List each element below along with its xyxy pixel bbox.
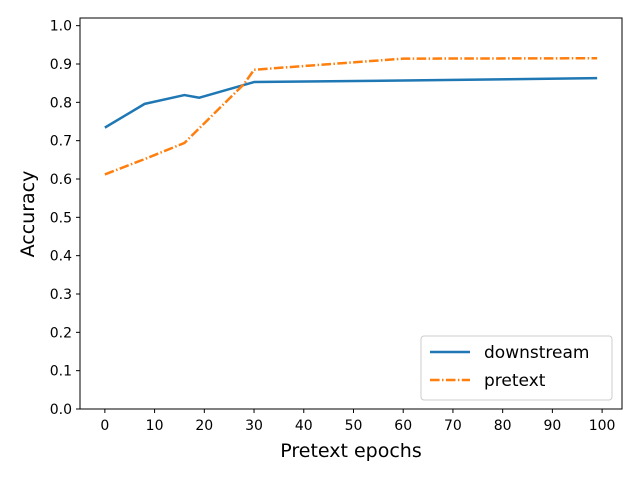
y-tick-label: 0.6 bbox=[50, 172, 72, 188]
legend-label-pretext: pretext bbox=[484, 371, 546, 391]
y-tick-label: 0.1 bbox=[50, 364, 72, 380]
legend-label-downstream: downstream bbox=[484, 343, 589, 363]
x-tick-label: 20 bbox=[195, 418, 213, 434]
x-tick-label: 50 bbox=[345, 418, 363, 434]
x-tick-label: 90 bbox=[543, 418, 561, 434]
x-tick-label: 40 bbox=[295, 418, 313, 434]
y-tick-label: 0.5 bbox=[50, 210, 72, 226]
x-axis-ticks: 0 10 20 30 40 50 60 70 80 90 100 bbox=[100, 409, 615, 434]
x-tick-label: 70 bbox=[444, 418, 462, 434]
y-tick-label: 0.0 bbox=[50, 402, 72, 418]
x-tick-label: 10 bbox=[146, 418, 164, 434]
y-axis-label: Accuracy bbox=[17, 171, 39, 258]
y-tick-label: 0.7 bbox=[50, 134, 72, 150]
y-tick-label: 1.0 bbox=[50, 19, 72, 35]
y-tick-label: 0.2 bbox=[50, 325, 72, 341]
x-tick-label: 30 bbox=[245, 418, 263, 434]
x-axis-label: Pretext epochs bbox=[280, 440, 422, 462]
x-tick-label: 0 bbox=[100, 418, 109, 434]
y-tick-label: 0.8 bbox=[50, 95, 72, 111]
x-tick-label: 80 bbox=[494, 418, 512, 434]
series-layer bbox=[104, 57, 598, 176]
legend: downstream pretext bbox=[420, 335, 613, 401]
y-tick-label: 0.3 bbox=[50, 287, 72, 303]
y-axis-ticks: 0.0 0.1 0.2 0.3 0.4 0.5 0.6 0.7 0.8 0.9 1.0 bbox=[50, 19, 80, 418]
series-line-pretext bbox=[104, 57, 598, 176]
y-tick-label: 0.4 bbox=[50, 249, 72, 265]
series-line-downstream bbox=[104, 76, 598, 129]
x-tick-label: 100 bbox=[589, 418, 616, 434]
plot-area-frame bbox=[79, 17, 623, 410]
y-tick-label: 0.9 bbox=[50, 57, 72, 73]
x-tick-label: 60 bbox=[394, 418, 412, 434]
